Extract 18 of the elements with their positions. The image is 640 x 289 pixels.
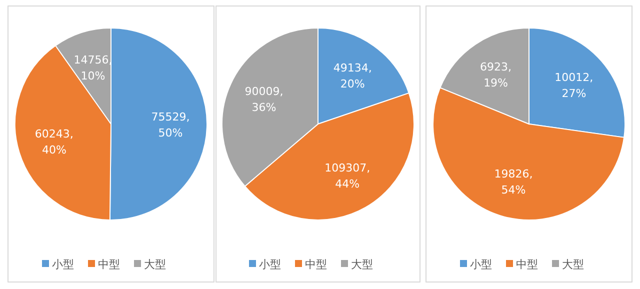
legend-label: 大型 (351, 258, 373, 271)
data-label: 60243, 40% (34, 128, 74, 157)
legend-label: 小型 (52, 258, 74, 271)
data-label: 75529, 50% (151, 110, 190, 140)
legend-label: 小型 (259, 258, 281, 271)
legend-label: 大型 (144, 258, 166, 271)
legend-label: 中型 (98, 258, 120, 271)
data-label: 49134, 20% (333, 62, 372, 91)
legend-label: 中型 (516, 258, 538, 271)
data-label: 19826, 54% (494, 167, 533, 196)
legend-label: 小型 (470, 258, 492, 271)
data-label: 6923, 19% (480, 60, 512, 90)
data-label: 14756, 10% (74, 53, 112, 82)
data-label: 10012, 27% (554, 70, 594, 100)
data-label: 90009, 36% (244, 85, 284, 114)
legend-label: 中型 (305, 258, 327, 271)
legend-label: 大型 (562, 258, 584, 271)
data-label: 109307, 44% (324, 162, 370, 191)
